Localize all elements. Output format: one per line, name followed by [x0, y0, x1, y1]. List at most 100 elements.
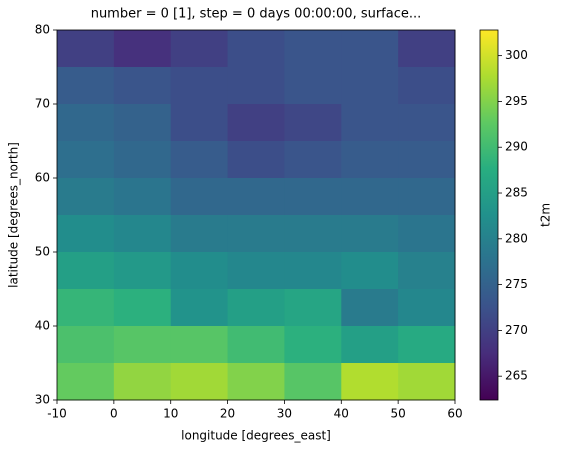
heatmap-cell	[284, 215, 342, 253]
heatmap-cell	[57, 289, 115, 327]
heatmap-cell	[227, 215, 285, 253]
x-tick-label: 60	[447, 407, 462, 421]
heatmap-cell	[57, 252, 115, 290]
heatmap-cell	[341, 363, 399, 401]
heatmap-cell	[341, 215, 399, 253]
y-axis-label: latitude [degrees_north]	[7, 142, 21, 288]
heatmap-cell	[170, 252, 229, 290]
heatmap-cell	[341, 178, 399, 216]
heatmap-cell	[341, 289, 399, 327]
heatmap-cell	[170, 326, 229, 364]
heatmap-cell	[398, 326, 456, 364]
heatmap-cell	[341, 30, 399, 68]
heatmap-cell	[227, 104, 285, 142]
heatmap-cell	[57, 326, 115, 364]
x-tick-label: 30	[277, 407, 292, 421]
heatmap-cell	[57, 215, 115, 253]
heatmap-cell	[113, 141, 172, 179]
colorbar-tick-label: 295	[505, 94, 528, 108]
heatmap-cell	[57, 178, 115, 216]
heatmap-cell	[398, 363, 456, 401]
colorbar-tick-label: 270	[505, 323, 528, 337]
heatmap-cell	[57, 67, 115, 105]
x-tick-label: -10	[47, 407, 67, 421]
heatmap-cell	[284, 141, 342, 179]
heatmap-cell	[284, 30, 342, 68]
heatmap-cell	[227, 141, 285, 179]
chart-title: number = 0 [1], step = 0 days 00:00:00, …	[91, 7, 422, 22]
x-tick-label: 40	[334, 407, 349, 421]
heatmap-cell	[170, 215, 229, 253]
heatmap-cell	[170, 67, 229, 105]
x-tick-label: 50	[391, 407, 406, 421]
heatmap-cell	[398, 141, 456, 179]
heatmap-cell	[113, 289, 172, 327]
heatmap-cell	[170, 289, 229, 327]
heatmap-cell	[227, 30, 285, 68]
y-tick-label: 80	[35, 23, 50, 37]
heatmap-cell	[57, 363, 115, 401]
heatmap-cells	[57, 30, 456, 401]
heatmap-cell	[284, 67, 342, 105]
heatmap-cell	[170, 141, 229, 179]
heatmap-cell	[113, 252, 172, 290]
colorbar	[479, 29, 499, 401]
heatmap-cell	[170, 104, 229, 142]
heatmap-cell	[57, 141, 115, 179]
colorbar-tick-label: 290	[505, 140, 528, 154]
x-tick-label: 0	[110, 407, 118, 421]
heatmap-cell	[227, 67, 285, 105]
y-tick-label: 30	[35, 393, 50, 407]
heatmap-cell	[398, 178, 456, 216]
y-tick-label: 40	[35, 319, 50, 333]
heatmap-cell	[113, 178, 172, 216]
y-tick-label: 50	[35, 245, 50, 259]
heatmap-cell	[341, 104, 399, 142]
heatmap-cell	[398, 215, 456, 253]
heatmap-cell	[227, 252, 285, 290]
heatmap-cell	[170, 30, 229, 68]
heatmap-cell	[170, 178, 229, 216]
heatmap-cell	[113, 326, 172, 364]
heatmap-cell	[284, 326, 342, 364]
heatmap-cell	[227, 363, 285, 401]
heatmap-cell	[398, 252, 456, 290]
heatmap-cell	[341, 252, 399, 290]
colorbar-label: t2m	[539, 203, 553, 227]
y-tick-label: 60	[35, 171, 50, 185]
heatmap-cell	[57, 104, 115, 142]
heatmap-cell	[398, 289, 456, 327]
heatmap-cell	[284, 289, 342, 327]
plot-frame	[56, 29, 456, 401]
heatmap-cell	[113, 215, 172, 253]
heatmap-cell	[284, 252, 342, 290]
heatmap-cell	[284, 178, 342, 216]
colorbar-tick-label: 285	[505, 186, 528, 200]
x-axis-label: longitude [degrees_east]	[181, 429, 331, 443]
y-tick-label: 70	[35, 97, 50, 111]
heatmap-cell	[113, 104, 172, 142]
heatmap-cell	[398, 104, 456, 142]
heatmap-cell	[284, 104, 342, 142]
heatmap-cell	[341, 326, 399, 364]
colorbar-tick-label: 300	[505, 48, 528, 62]
heatmap-cell	[57, 30, 115, 68]
colorbar-tick-label: 275	[505, 277, 528, 291]
x-tick-label: 20	[220, 407, 235, 421]
heatmap-cell	[398, 67, 456, 105]
heatmap-cell	[227, 326, 285, 364]
heatmap-cell	[398, 30, 456, 68]
heatmap-cell	[227, 289, 285, 327]
heatmap-cell	[284, 363, 342, 401]
heatmap-cell	[227, 178, 285, 216]
colorbar-tick-label: 265	[505, 369, 528, 383]
heatmap-cell	[113, 67, 172, 105]
heatmap-cell	[170, 363, 229, 401]
colorbar-tick-label: 280	[505, 231, 528, 245]
heatmap-cell	[341, 141, 399, 179]
heatmap-cell	[113, 363, 172, 401]
heatmap-cell	[341, 67, 399, 105]
x-tick-label: 10	[163, 407, 178, 421]
heatmap-cell	[113, 30, 172, 68]
